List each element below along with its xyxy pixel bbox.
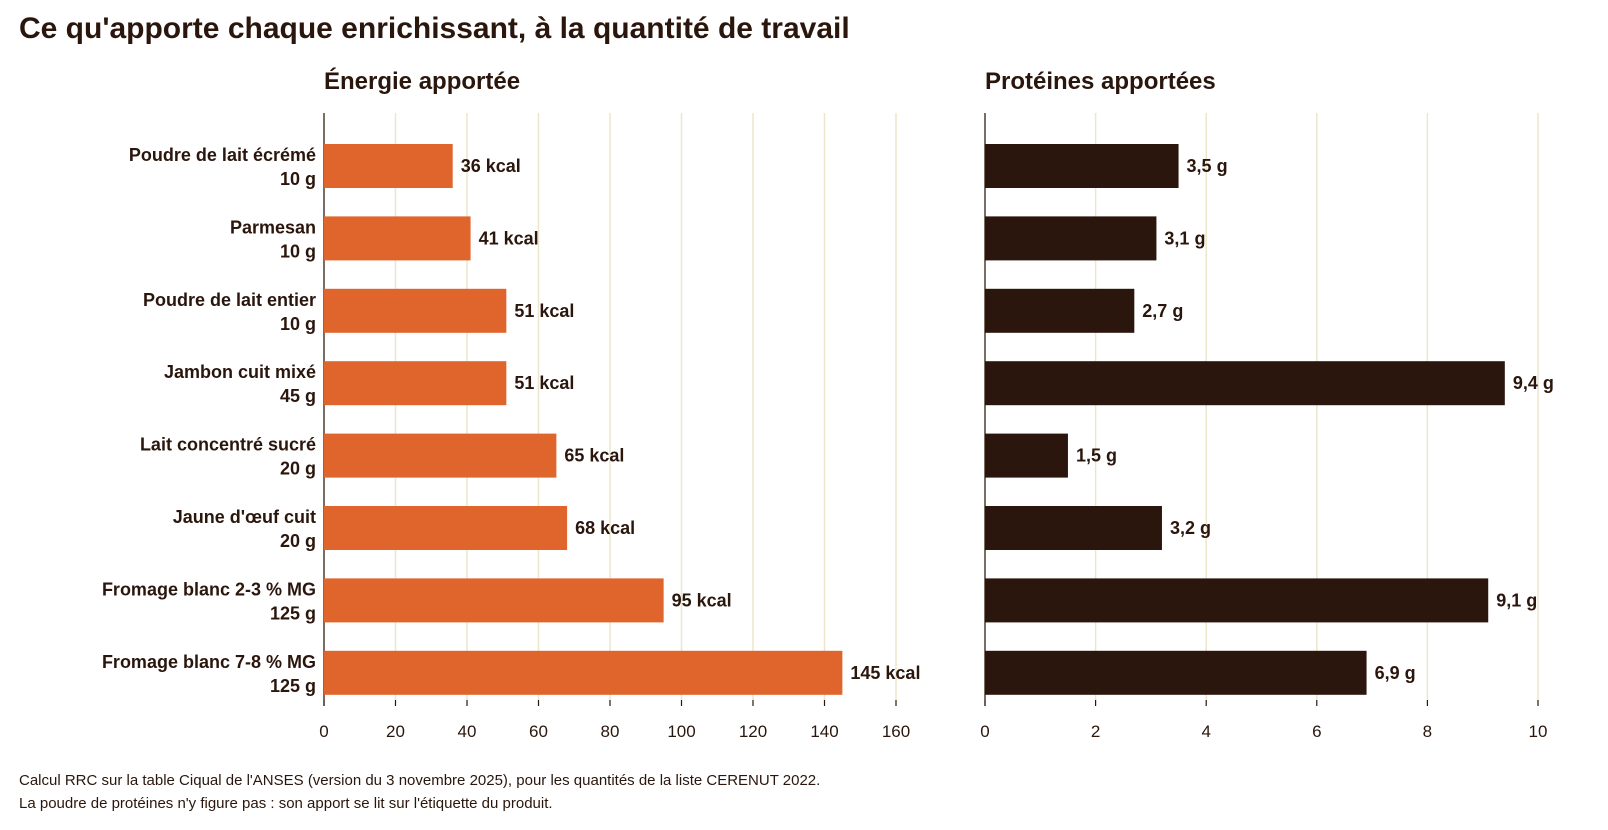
energy-tick-label: 100 xyxy=(667,722,695,741)
category-label: Fromage blanc 2-3 % MG xyxy=(102,579,316,599)
protein-bar xyxy=(985,216,1157,261)
footnote-source: Calcul RRC sur la table Ciqual de l'ANSE… xyxy=(19,772,821,789)
protein-bar xyxy=(985,578,1489,623)
energy-bar xyxy=(324,361,507,406)
protein-bar xyxy=(985,144,1179,188)
category-label: Parmesan xyxy=(230,217,316,237)
energy-bar xyxy=(324,216,471,261)
category-label: Jambon cuit mixé xyxy=(164,362,316,382)
protein-value-label: 6,9 g xyxy=(1375,663,1416,683)
energy-tick-label: 40 xyxy=(458,722,477,741)
energy-value-label: 51 kcal xyxy=(514,301,574,321)
energy-value-label: 68 kcal xyxy=(575,518,635,538)
protein-tick-label: 10 xyxy=(1529,722,1548,741)
category-quantity: 45 g xyxy=(280,386,316,406)
protein-value-label: 9,4 g xyxy=(1513,373,1554,393)
energy-value-label: 145 kcal xyxy=(850,663,920,683)
protein-tick-label: 0 xyxy=(980,722,989,741)
protein-tick-label: 4 xyxy=(1201,722,1210,741)
category-quantity: 20 g xyxy=(280,531,316,551)
protein-value-label: 2,7 g xyxy=(1142,301,1183,321)
protein-bar xyxy=(985,506,1162,550)
energy-bar xyxy=(324,506,568,550)
energy-tick-label: 0 xyxy=(319,722,328,741)
category-quantity: 10 g xyxy=(280,314,316,334)
category-quantity: 10 g xyxy=(280,169,316,189)
protein-value-label: 3,5 g xyxy=(1187,156,1228,176)
protein-panel-title: Protéines apportées xyxy=(985,68,1216,95)
protein-bar xyxy=(985,650,1367,695)
energy-value-label: 41 kcal xyxy=(479,228,539,248)
category-label: Poudre de lait entier xyxy=(143,290,316,310)
energy-tick-label: 80 xyxy=(601,722,620,741)
footnote-note: La poudre de protéines n'y figure pas : … xyxy=(19,795,553,812)
category-label: Fromage blanc 7-8 % MG xyxy=(102,652,316,672)
protein-tick-label: 6 xyxy=(1312,722,1321,741)
energy-panel-title: Énergie apportée xyxy=(324,67,520,95)
protein-bar xyxy=(985,288,1135,333)
energy-value-label: 95 kcal xyxy=(672,590,732,610)
energy-bar xyxy=(324,433,557,478)
category-quantity: 125 g xyxy=(270,603,316,623)
category-label: Poudre de lait écrémé xyxy=(129,145,316,165)
energy-bar xyxy=(324,288,507,333)
energy-tick-label: 20 xyxy=(386,722,405,741)
energy-bar xyxy=(324,144,453,188)
energy-bar xyxy=(324,578,664,623)
protein-bar xyxy=(985,361,1505,406)
energy-tick-label: 60 xyxy=(529,722,548,741)
energy-tick-label: 120 xyxy=(739,722,767,741)
energy-value-label: 36 kcal xyxy=(461,156,521,176)
protein-tick-label: 8 xyxy=(1423,722,1432,741)
energy-bar xyxy=(324,650,843,695)
protein-value-label: 1,5 g xyxy=(1076,446,1117,466)
energy-value-label: 51 kcal xyxy=(514,373,574,393)
energy-tick-label: 160 xyxy=(882,722,910,741)
category-label: Jaune d'œuf cuit xyxy=(173,507,316,527)
category-label: Lait concentré sucré xyxy=(140,435,316,455)
protein-tick-label: 2 xyxy=(1091,722,1100,741)
chart-title: Ce qu'apporte chaque enrichissant, à la … xyxy=(19,12,850,45)
protein-bar xyxy=(985,433,1068,478)
energy-panel: Énergie apportée 0 20 40 60 80 100 120 140 160 36 … xyxy=(102,67,921,741)
protein-panel: Protéines apportées 0 2 4 6 8 10 3,5 g 3,1 g 2,7 … xyxy=(980,68,1554,741)
protein-value-label: 3,2 g xyxy=(1170,518,1211,538)
category-quantity: 20 g xyxy=(280,459,316,479)
energy-tick-label: 140 xyxy=(810,722,838,741)
protein-value-label: 3,1 g xyxy=(1164,228,1205,248)
category-quantity: 10 g xyxy=(280,241,316,261)
energy-value-label: 65 kcal xyxy=(564,446,624,466)
protein-value-label: 9,1 g xyxy=(1496,590,1537,610)
category-quantity: 125 g xyxy=(270,676,316,696)
